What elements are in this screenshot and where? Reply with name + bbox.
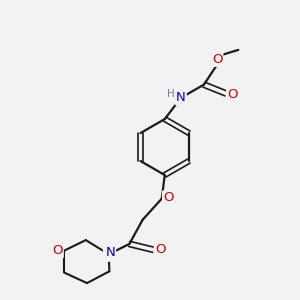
Text: O: O — [155, 243, 165, 256]
Text: N: N — [105, 246, 115, 259]
Text: O: O — [212, 53, 222, 66]
Text: N: N — [176, 92, 186, 104]
Text: O: O — [227, 88, 238, 101]
Text: O: O — [163, 191, 173, 205]
Text: N: N — [104, 248, 114, 261]
Text: O: O — [52, 244, 63, 257]
Text: H: H — [167, 89, 175, 99]
